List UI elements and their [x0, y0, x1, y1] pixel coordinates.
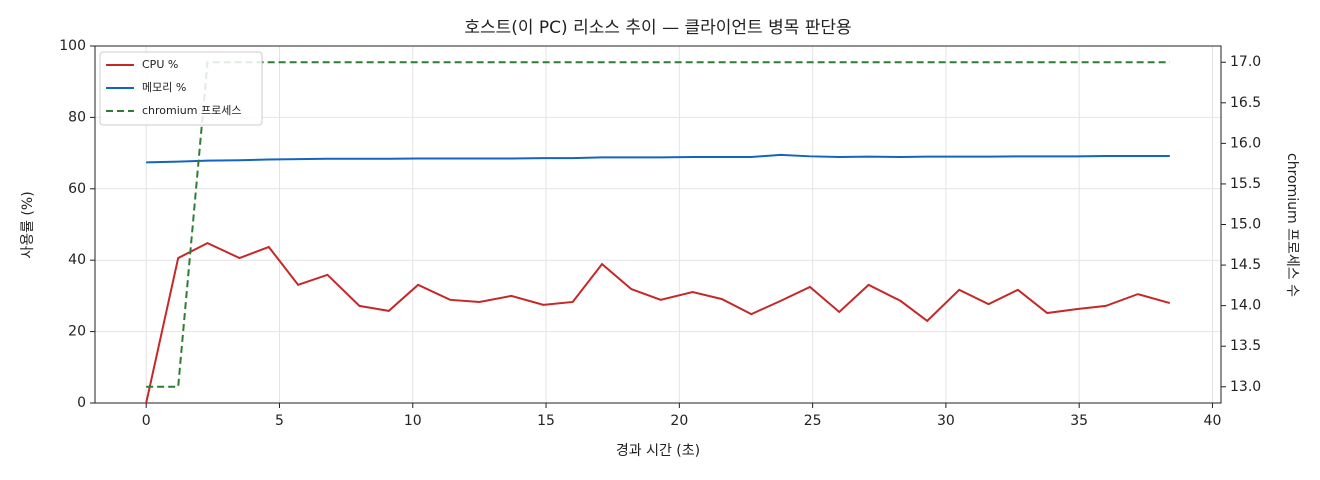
- x-tick-label: 30: [937, 413, 955, 429]
- x-tick-label: 20: [670, 413, 688, 429]
- y2-tick-label: 13.5: [1230, 338, 1261, 354]
- y2-tick-label: 17.0: [1230, 54, 1261, 70]
- y-axis-label: 사용률 (%): [20, 191, 36, 258]
- series-line: [145, 241, 1171, 404]
- y-tick-label: 80: [68, 109, 86, 125]
- x-tick-label: 25: [804, 413, 822, 429]
- legend-label: CPU %: [142, 58, 178, 71]
- x-tick-label: 40: [1204, 413, 1222, 429]
- chart-title: 호스트(이 PC) 리소스 추이 — 클라이언트 병목 판단용: [464, 18, 851, 38]
- y-tick-label: 0: [77, 395, 86, 411]
- y2-tick-label: 16.5: [1230, 95, 1261, 111]
- y2-tick-label: 14.5: [1230, 257, 1261, 273]
- x-tick-label: 0: [142, 413, 151, 429]
- legend-label: 메모리 %: [142, 81, 186, 94]
- y-tick-label: 40: [68, 252, 86, 268]
- legend-box: [99, 51, 263, 126]
- x-tick-label: 10: [404, 413, 422, 429]
- y2-tick-label: 16.0: [1230, 135, 1261, 151]
- y2-axis-label: chromium 프로세스 수: [1284, 153, 1300, 297]
- y2-tick-label: 14.0: [1230, 298, 1261, 314]
- legend-label: chromium 프로세스: [142, 104, 241, 117]
- y-tick-label: 60: [68, 181, 86, 197]
- y2-tick-label: 13.0: [1230, 379, 1261, 395]
- x-tick-label: 35: [1070, 413, 1088, 429]
- plot-frame: [94, 45, 1222, 404]
- series-line: [146, 61, 1170, 388]
- x-tick-label: 15: [537, 413, 555, 429]
- x-tick-label: 5: [275, 413, 284, 429]
- series-line: [146, 153, 1170, 164]
- x-axis-label: 경과 시간 (초): [616, 443, 700, 459]
- y-tick-label: 100: [59, 38, 86, 54]
- y2-tick-label: 15.5: [1230, 176, 1261, 192]
- y-tick-label: 20: [68, 324, 86, 340]
- y2-tick-label: 15.0: [1230, 217, 1261, 233]
